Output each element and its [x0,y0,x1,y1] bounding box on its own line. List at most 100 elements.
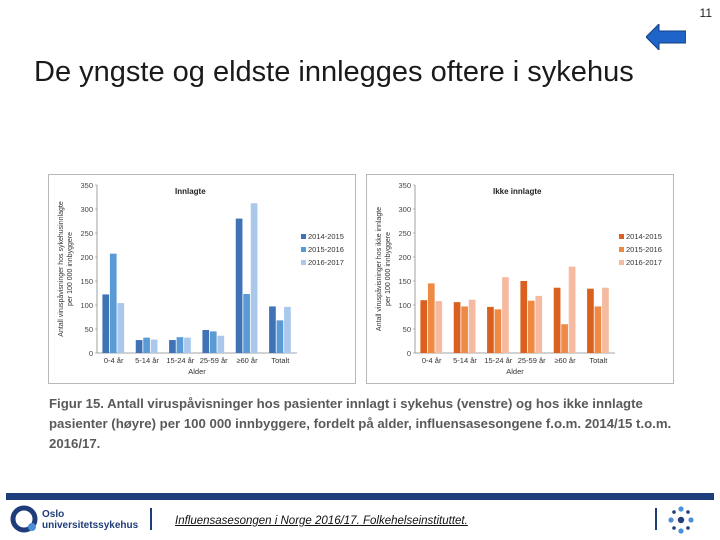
chart1-category-label: 25-59 år [200,356,228,365]
chart2-bar [561,324,568,353]
chart2-bar [427,283,435,353]
chart2-ytick-label: 200 [398,253,411,262]
chart2-bar [420,300,428,353]
chart2-bar [502,277,509,353]
chart2-legend-swatch [619,260,624,265]
chart2-bar [568,266,576,353]
figure-caption: Figur 15. Antall viruspåvisninger hos pa… [49,396,672,451]
chart2-bar [487,306,494,353]
chart-ikke-innlagte-svg: 0 50 100 150 200 250 300 350 Antall viruspåvisni… [375,181,662,376]
chart2-category-label: 15-24 år [484,356,512,365]
chart2-ytick-label: 300 [398,205,411,214]
chart1-legend-swatch [301,234,306,239]
chart1-bar [235,218,243,353]
chart1-ytick-label: 100 [80,301,93,310]
chart2-category-label: Totalt [589,356,608,365]
oslo-logo-icon [10,505,38,533]
chart1-ylabel: Antall viruspåvisninger hos sykehusinnla… [57,201,74,337]
chart2-bar [602,287,609,353]
chart1-category-label: Totalt [271,356,290,365]
chart1-bar [276,320,284,353]
logo-line2: universitetssykehus [42,520,139,531]
chart2-bar [461,306,468,353]
chart2-xlabel: Alder [506,367,524,376]
chart1-ytick-label: 0 [89,349,93,358]
chart2-ytick-label: 100 [398,301,411,310]
chart-innlagte-svg: 0 50 100 150 200 250 300 350 Antall viruspåvisni… [57,181,344,376]
back-arrow-icon[interactable] [646,24,686,50]
chart1-bar [135,340,143,353]
chart2-ytick-label: 0 [407,349,411,358]
chart2-bar [587,288,594,353]
chart1-category-label: 5-14 år [135,356,159,365]
chart1-bar [284,306,291,353]
footer-bar [6,493,714,500]
logo-text: Oslo universitetssykehus [42,509,138,531]
chart2-bar [468,299,476,353]
chart2-category-label: 5-14 år [453,356,477,365]
chart2-legend-swatch [619,247,624,252]
chart2-category-label: ≥60 år [554,356,576,365]
logo-line1: Oslo [42,509,65,520]
chart1-bar [250,203,258,353]
chart1-legend-label: 2015-2016 [308,245,344,254]
chart1-bar [143,337,150,353]
chart2-category-label: 0-4 år [422,356,442,365]
chart1-legend-swatch [301,260,306,265]
footer-divider-right [655,508,657,530]
chart1-ytick-label: 200 [80,253,93,262]
chart2-bar [527,300,535,353]
source-link[interactable]: Influensasesongen i Norge 2016/17. Folke… [175,515,468,527]
chart2-ytick-label: 250 [398,229,411,238]
chart2-bar [453,302,461,353]
chart2-bar [520,281,528,353]
chart1-bar [109,253,117,353]
dots-logo-icon [668,506,694,534]
footer-divider-left [150,508,152,530]
chart1-ytick-label: 50 [85,325,93,334]
chart2-legend-label: 2014-2015 [626,232,662,241]
chart1-ytick-label: 250 [80,229,93,238]
chart1-bar [184,337,191,353]
chart2-bar [435,301,443,353]
chart1-bar [169,340,176,353]
chart1-legend-label: 2014-2015 [308,232,344,241]
chart1-bar [243,293,250,353]
chart2-bar [535,295,543,353]
chart2-ytick-label: 350 [398,181,411,190]
chart1-bar [150,339,158,353]
chart2-ytick-label: 50 [403,325,411,334]
chart1-ytick-label: 300 [80,205,93,214]
chart2-ylabel: Antall viruspåvisninger hos ikke innlagt… [375,207,392,331]
chart1-xlabel: Alder [188,367,206,376]
chart2-legend-swatch [619,234,624,239]
chart2-bar [594,306,602,353]
chart1-bar [269,306,276,353]
chart1-title: Innlagte [175,187,206,196]
chart2-bar [494,309,502,353]
chart2-legend-label: 2016-2017 [626,258,662,267]
chart1-ytick-label: 350 [80,181,93,190]
page-title: De yngste og eldste innlegges oftere i s… [34,56,634,88]
chart1-category-label: 15-24 år [166,356,194,365]
chart1-bar [209,331,217,353]
footer [0,500,720,540]
chart1-ytick-label: 150 [80,277,93,286]
chart1-bar [217,335,225,353]
chart1-legend-swatch [301,247,306,252]
chart2-category-label: 25-59 år [518,356,546,365]
chart1-legend-label: 2016-2017 [308,258,344,267]
page-number: 11 [699,6,712,20]
chart1-bar [102,294,110,353]
chart1-bar [117,303,125,353]
chart1-category-label: 0-4 år [104,356,124,365]
chart-innlagte: 0 50 100 150 200 250 300 350 Antall viruspåvisni… [48,174,356,384]
chart-ikke-innlagte: 0 50 100 150 200 250 300 350 Antall viruspåvisni… [366,174,674,384]
chart1-bar [176,337,184,353]
chart2-title: Ikke innlagte [493,187,542,196]
chart1-category-label: ≥60 år [236,356,258,365]
chart2-bar [553,287,561,353]
chart1-bar [202,329,210,353]
chart2-legend-label: 2015-2016 [626,245,662,254]
chart2-ytick-label: 150 [398,277,411,286]
